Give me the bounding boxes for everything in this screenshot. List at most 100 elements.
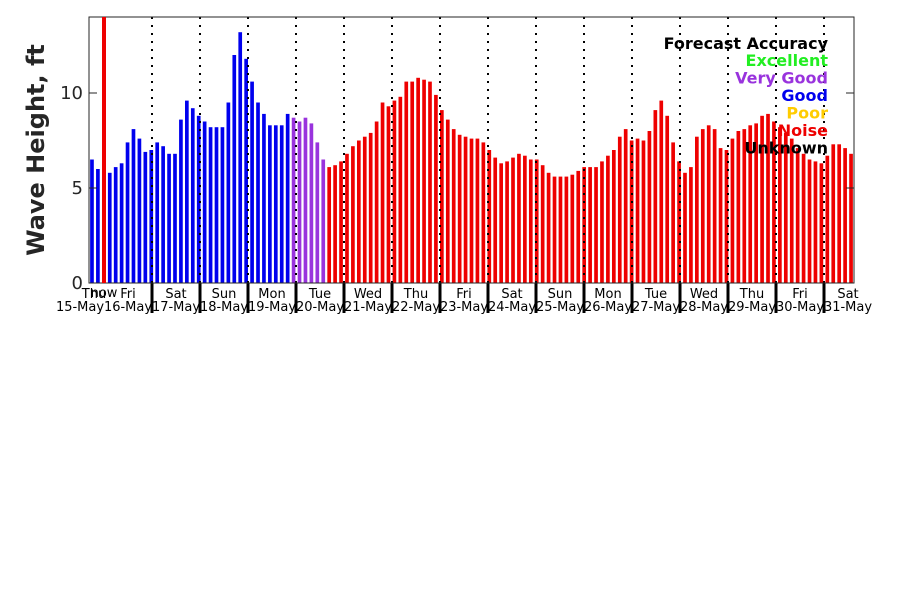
date-label: 18-May xyxy=(200,300,248,315)
bar xyxy=(481,142,486,283)
date-label: 24-May xyxy=(488,300,536,315)
bar xyxy=(440,110,444,283)
bar xyxy=(540,165,545,283)
now-marker: now xyxy=(91,17,118,301)
bar xyxy=(179,119,183,283)
bar xyxy=(523,155,527,283)
bar xyxy=(345,153,349,283)
date-label: 30-May xyxy=(776,300,824,315)
bar xyxy=(754,123,758,284)
bar xyxy=(374,121,379,283)
bar xyxy=(778,127,782,283)
bar xyxy=(404,81,409,283)
day-label: Fri xyxy=(120,287,136,302)
date-label: 28-May xyxy=(680,300,728,315)
bar xyxy=(226,102,231,283)
bar xyxy=(724,150,729,283)
bar xyxy=(190,108,195,283)
day-label: Thu xyxy=(739,287,764,302)
bar xyxy=(268,125,272,283)
bar xyxy=(315,142,320,283)
day-label: Fri xyxy=(792,287,808,302)
legend-entry: Very Good xyxy=(735,69,828,88)
day-label: Sat xyxy=(837,287,858,302)
bar xyxy=(629,140,634,283)
bar xyxy=(487,150,492,283)
date-label: 16-May xyxy=(104,300,152,315)
bar xyxy=(813,161,818,283)
x-axis-labels: Thu15-MayFri16-MaySat17-MaySun18-MayMon1… xyxy=(56,287,872,315)
bar xyxy=(475,138,480,283)
bars-layer xyxy=(90,32,853,284)
bar xyxy=(801,153,806,283)
date-label: 21-May xyxy=(344,300,392,315)
bar xyxy=(196,115,201,283)
bar xyxy=(831,144,836,283)
legend-title: Forecast Accuracy xyxy=(664,34,829,53)
bar xyxy=(368,132,373,283)
bar xyxy=(635,138,640,283)
bar xyxy=(606,155,610,283)
bar xyxy=(505,161,509,283)
bar xyxy=(552,176,557,283)
bar xyxy=(617,136,622,283)
bar xyxy=(837,144,842,283)
bar xyxy=(706,125,711,283)
bar xyxy=(534,159,539,283)
bar xyxy=(96,169,100,283)
date-label: 20-May xyxy=(296,300,344,315)
bar xyxy=(90,159,94,283)
bar xyxy=(807,159,812,283)
bar xyxy=(730,138,735,283)
bar xyxy=(279,125,284,283)
bar xyxy=(202,121,207,283)
bar xyxy=(428,81,432,283)
bar xyxy=(718,148,723,283)
bar xyxy=(327,167,332,283)
date-label: 25-May xyxy=(536,300,584,315)
date-label: 19-May xyxy=(248,300,296,315)
bar xyxy=(671,142,675,283)
legend-entry: Unknown xyxy=(744,139,828,158)
bar xyxy=(214,127,219,283)
bar xyxy=(303,117,308,283)
bar xyxy=(795,148,800,283)
bar xyxy=(600,161,604,283)
bar xyxy=(748,125,753,283)
bar xyxy=(161,146,165,283)
bar xyxy=(119,163,124,283)
bar xyxy=(469,138,474,283)
bar xyxy=(208,127,213,283)
bar xyxy=(285,113,290,284)
bar xyxy=(256,102,260,283)
day-label: Thu xyxy=(81,287,106,302)
bar xyxy=(576,170,581,283)
bar xyxy=(564,176,569,283)
bar xyxy=(273,125,278,283)
bar xyxy=(362,136,367,283)
day-label: Tue xyxy=(644,287,667,302)
bar xyxy=(232,55,237,283)
now-label: now xyxy=(91,286,118,301)
bar xyxy=(451,129,456,283)
bar xyxy=(742,129,747,283)
bar xyxy=(250,81,254,283)
bar xyxy=(262,113,266,284)
bar xyxy=(789,138,794,283)
bar xyxy=(623,129,628,283)
bar xyxy=(641,140,646,283)
bar xyxy=(528,159,533,283)
bar xyxy=(149,150,154,283)
bar xyxy=(760,115,764,283)
day-label: Sat xyxy=(165,287,186,302)
bar xyxy=(410,81,415,283)
bar xyxy=(499,163,503,283)
bar xyxy=(463,136,468,283)
bar xyxy=(297,121,302,283)
day-label: Wed xyxy=(354,287,382,302)
bar xyxy=(434,94,438,284)
bar xyxy=(825,155,830,283)
bar xyxy=(131,129,136,283)
